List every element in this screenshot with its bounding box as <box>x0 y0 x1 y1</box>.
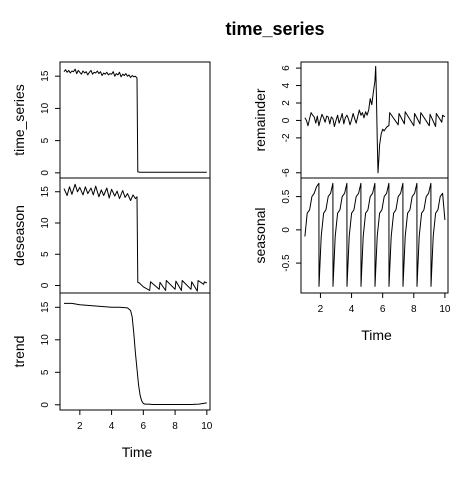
y-tick-label: 10 <box>40 217 51 229</box>
series-line <box>64 302 207 405</box>
series-line <box>304 65 446 174</box>
figure-title: time_series <box>225 19 324 39</box>
x-tick-label: 2 <box>318 304 324 315</box>
x-tick-label: 8 <box>411 304 417 315</box>
x-tick-label: 4 <box>349 304 355 315</box>
y-tick-label: 0 <box>40 282 51 288</box>
y-tick-label: 0 <box>40 402 51 408</box>
x-tick-label: 4 <box>109 421 115 432</box>
panel-trend: 0 5 10 15 trend 2 4 6 8 10 Time <box>11 292 213 460</box>
y-tick-label: 10 <box>40 102 51 114</box>
x-tick-label: 10 <box>439 304 451 315</box>
y-tick-label: -2 <box>281 133 292 142</box>
plot-frame <box>59 292 211 411</box>
y-tick-label: 0 <box>281 227 292 233</box>
y-tick-label: 6 <box>281 65 292 71</box>
x-axis-label: Time <box>122 444 153 460</box>
series-line <box>304 182 446 287</box>
panel-seasonal: -0.5 0 0.5 seasonal 2 4 6 8 10 Time <box>252 177 451 343</box>
y-tick-label: -0.5 <box>281 254 292 272</box>
x-axis-label: Time <box>361 327 392 343</box>
y-tick-label: 0 <box>281 117 292 123</box>
series-line <box>63 68 207 173</box>
y-axis-label: deseason <box>11 205 27 266</box>
y-tick-label: 5 <box>40 251 51 257</box>
y-tick-label: 5 <box>40 137 51 143</box>
y-axis-label: remainder <box>252 88 268 151</box>
y-tick-label: 2 <box>281 100 292 106</box>
y-axis-label: time_series <box>11 84 27 156</box>
y-tick-label: 10 <box>40 334 51 346</box>
y-tick-label: 0 <box>40 170 51 176</box>
y-tick-label: 15 <box>40 70 51 82</box>
plot-frame <box>59 61 211 179</box>
panel-deseason: 0 5 10 15 deseason <box>11 177 211 294</box>
x-tick-label: 6 <box>141 421 147 432</box>
plot-frame <box>300 177 449 294</box>
y-tick-label: 15 <box>40 301 51 313</box>
x-tick-label: 8 <box>172 421 178 432</box>
y-axis-label: trend <box>11 336 27 368</box>
y-tick-label: 15 <box>40 186 51 198</box>
y-tick-label: -6 <box>281 168 292 177</box>
x-tick-label: 6 <box>380 304 386 315</box>
panel-time-series: 0 5 10 15 time_series <box>11 61 211 179</box>
y-tick-label: 4 <box>281 82 292 88</box>
plot-frame <box>59 177 211 294</box>
y-tick-label: 0.5 <box>281 189 292 203</box>
x-tick-label: 2 <box>77 421 83 432</box>
y-tick-label: 5 <box>40 369 51 375</box>
panel-remainder: -6 -2 0 2 4 6 remainder <box>252 61 449 179</box>
series-line <box>63 183 208 292</box>
x-tick-label: 10 <box>201 421 213 432</box>
y-axis-label: seasonal <box>252 207 268 263</box>
